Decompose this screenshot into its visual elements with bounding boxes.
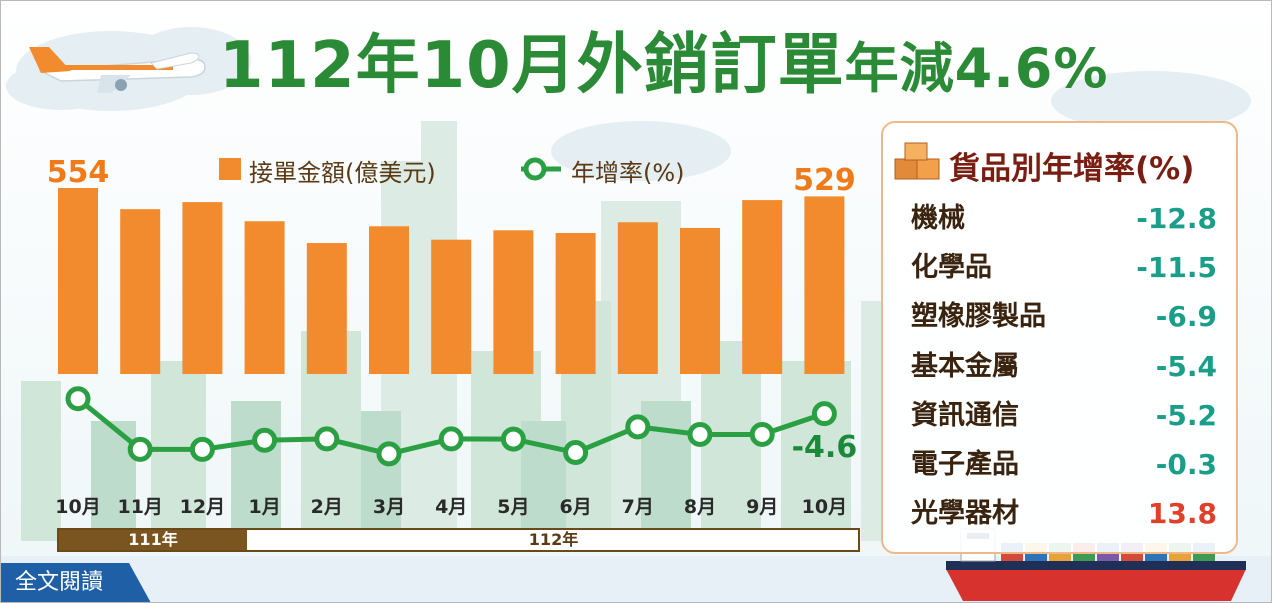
order-bar <box>244 221 285 374</box>
order-chart: 10月 11月 12月 1月 2月 3月 4月 5月 6月 7月 8月 9月 10月 554 529 -4.6 <box>47 155 858 518</box>
category-name: 電子產品 <box>911 449 1019 480</box>
x-tick-label: 6月 <box>559 496 591 518</box>
x-tick-label: 5月 <box>497 496 529 518</box>
year-112-label: 112年 <box>528 530 579 549</box>
category-growth-value: -0.3 <box>1155 448 1217 481</box>
order-bar <box>493 230 534 374</box>
order-bar <box>58 188 98 374</box>
page-title: 112年10月外銷訂單年減4.6% <box>219 23 1108 107</box>
category-name: 塑橡膠製品 <box>911 301 1046 332</box>
read-full-text-button[interactable]: 全文閱讀 <box>1 563 151 602</box>
x-tick-label: 11月 <box>117 496 162 518</box>
growth-rate-point <box>500 426 526 452</box>
category-name: 機械 <box>911 203 965 234</box>
growth-rate-point <box>625 414 651 440</box>
x-tick-label: 3月 <box>373 496 405 518</box>
category-row: 化學品 -11.5 <box>911 248 1217 288</box>
category-name: 光學器材 <box>911 498 1019 529</box>
category-growth-value: -5.2 <box>1155 399 1217 432</box>
category-growth-value: -5.4 <box>1155 350 1217 383</box>
x-tick-label: 12月 <box>180 496 225 518</box>
x-tick-label: 10月 <box>55 496 100 518</box>
growth-rate-point <box>687 421 713 447</box>
growth-rate-point <box>189 436 215 462</box>
boxes-icon <box>894 142 940 180</box>
category-name: 化學品 <box>911 252 992 283</box>
growth-rate-point <box>438 426 464 452</box>
bar-value-label-last: 529 <box>793 163 856 198</box>
category-row: 塑橡膠製品 -6.9 <box>911 297 1217 337</box>
growth-rate-point <box>376 441 402 467</box>
airplane-small-icon <box>150 52 200 70</box>
category-row: 機械 -12.8 <box>911 199 1217 239</box>
growth-rate-point <box>811 401 837 427</box>
order-bar <box>120 209 161 374</box>
category-growth-value: -6.9 <box>1155 300 1217 333</box>
x-tick-label: 9月 <box>746 496 778 518</box>
legend-line-swatch <box>521 157 561 181</box>
category-growth-value: -12.8 <box>1136 202 1217 235</box>
title-part-date: 112年10月 <box>219 29 577 103</box>
category-row: 電子產品 -0.3 <box>911 445 1217 485</box>
order-bar <box>369 226 409 374</box>
title-part-change: 年減4.6% <box>844 37 1109 100</box>
category-growth-panel: 貨品別年增率(%) 機械 -12.8 化學品 -11.5 塑橡膠製品 -6.9 基本金屬 -5… <box>881 121 1238 554</box>
year-axis-bar: 111年 112年 <box>57 528 860 552</box>
growth-rate-point <box>749 421 775 447</box>
x-tick-label: 10月 <box>802 496 847 518</box>
category-name: 基本金屬 <box>911 351 1019 382</box>
growth-rate-point <box>65 386 91 412</box>
order-bar <box>431 239 472 374</box>
legend-line-label: 年增率(%) <box>571 159 685 187</box>
category-row: 資訊通信 -5.2 <box>911 396 1217 436</box>
x-tick-label: 2月 <box>311 496 343 518</box>
order-bar <box>680 227 720 374</box>
order-bar <box>182 202 223 374</box>
title-part-subject: 外銷訂單 <box>576 26 845 103</box>
order-bar <box>617 222 658 374</box>
category-name: 資訊通信 <box>911 400 1019 431</box>
panel-title: 貨品別年增率(%) <box>949 151 1195 187</box>
year-111-label: 111年 <box>59 530 247 550</box>
x-tick-label: 1月 <box>248 496 280 518</box>
category-growth-value: 13.8 <box>1147 497 1217 530</box>
order-bar <box>804 196 845 374</box>
order-bar <box>555 232 596 374</box>
growth-rate-point <box>314 426 340 452</box>
x-tick-label: 8月 <box>684 496 716 518</box>
order-bar <box>306 243 347 374</box>
bar-value-label-first: 554 <box>47 155 110 190</box>
growth-value-label-last: -4.6 <box>792 430 858 465</box>
category-row: 光學器材 13.8 <box>911 494 1217 534</box>
growth-rate-point <box>252 427 278 453</box>
category-row: 基本金屬 -5.4 <box>911 347 1217 387</box>
category-growth-value: -11.5 <box>1136 251 1217 284</box>
legend-bar-label: 接單金額(億美元) <box>249 159 436 187</box>
growth-rate-point <box>563 440 589 466</box>
x-tick-label: 7月 <box>622 496 654 518</box>
order-bar <box>742 200 783 374</box>
legend-bar-swatch <box>219 158 241 180</box>
x-tick-label: 4月 <box>435 496 467 518</box>
growth-rate-point <box>127 436 153 462</box>
